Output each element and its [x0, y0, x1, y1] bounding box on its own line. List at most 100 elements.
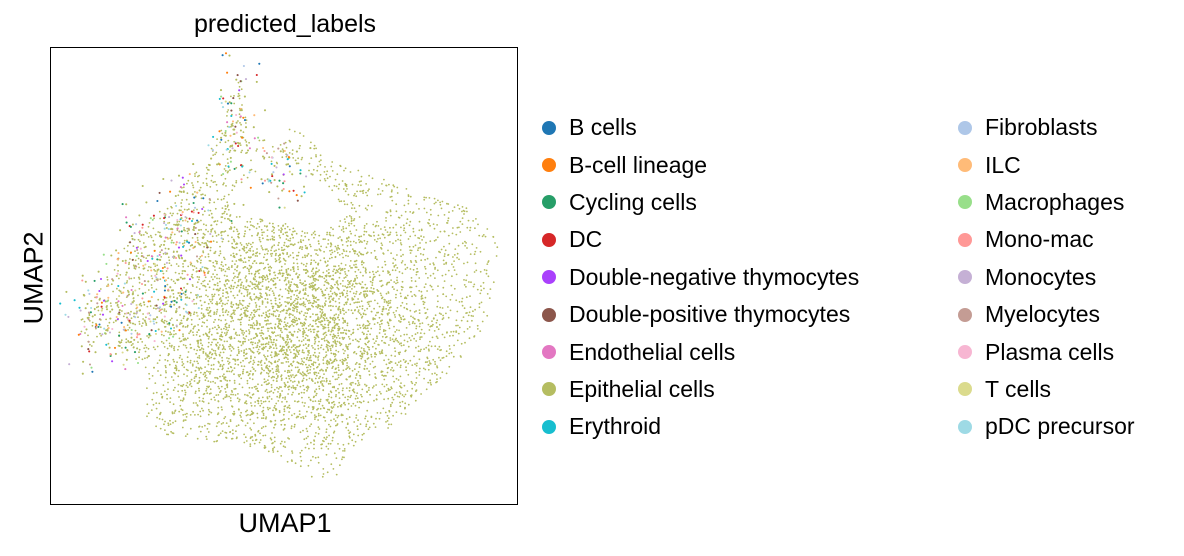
data-point — [335, 345, 337, 348]
data-point — [247, 374, 250, 377]
data-point — [258, 252, 261, 255]
data-point — [425, 272, 427, 275]
data-point — [193, 360, 196, 363]
data-point — [263, 267, 265, 270]
data-point — [173, 349, 176, 352]
data-point — [174, 386, 176, 389]
data-point — [377, 188, 380, 190]
data-point — [432, 323, 434, 326]
data-point — [351, 248, 354, 251]
data-point — [317, 461, 320, 464]
data-point — [348, 215, 351, 217]
data-point — [280, 227, 283, 230]
data-point — [269, 253, 272, 255]
data-point — [287, 255, 290, 258]
data-point — [364, 361, 367, 363]
data-point — [192, 298, 195, 301]
data-point — [285, 361, 288, 363]
data-point — [216, 220, 219, 222]
data-point — [225, 328, 228, 331]
data-point — [281, 228, 283, 231]
data-point — [346, 274, 348, 277]
data-point — [246, 307, 249, 310]
data-point — [209, 372, 211, 375]
data-point — [121, 347, 123, 349]
data-point — [428, 349, 430, 352]
data-point — [235, 228, 238, 231]
data-point — [394, 316, 397, 318]
data-point — [246, 422, 249, 424]
data-point — [357, 309, 360, 311]
data-point — [234, 394, 237, 396]
data-point — [149, 266, 152, 269]
data-point — [204, 366, 207, 368]
data-point — [313, 331, 315, 334]
data-point — [184, 389, 186, 392]
data-point — [202, 280, 205, 283]
data-point — [348, 389, 351, 392]
data-point — [465, 279, 467, 282]
data-point — [474, 227, 476, 230]
data-point — [344, 190, 347, 193]
data-point — [357, 384, 359, 387]
data-point — [266, 396, 269, 398]
data-point — [207, 422, 210, 425]
data-point — [80, 318, 83, 321]
data-point — [457, 324, 459, 327]
data-point — [287, 388, 290, 391]
data-point — [331, 346, 334, 348]
data-point — [385, 217, 387, 219]
data-point — [244, 393, 246, 396]
data-point — [294, 462, 297, 465]
data-point — [284, 323, 287, 326]
data-point — [170, 376, 173, 378]
data-point — [449, 348, 451, 350]
data-point — [238, 350, 240, 353]
data-point — [147, 225, 150, 228]
data-point — [261, 231, 264, 234]
data-point — [324, 355, 327, 358]
data-point — [406, 218, 409, 221]
data-point — [421, 239, 423, 241]
data-point — [117, 306, 120, 309]
data-point — [349, 342, 352, 345]
data-point — [268, 309, 271, 311]
data-point — [267, 379, 269, 381]
data-point — [133, 238, 136, 241]
data-point — [183, 286, 186, 289]
data-point — [312, 232, 315, 234]
data-point — [379, 280, 381, 283]
data-point — [322, 238, 325, 241]
scatter-plot — [59, 52, 499, 478]
data-point — [471, 319, 473, 322]
data-point — [228, 395, 231, 398]
data-point — [413, 264, 416, 266]
data-point — [314, 382, 316, 384]
data-point — [285, 146, 288, 149]
data-point — [201, 325, 203, 327]
data-point — [227, 280, 230, 282]
data-point — [328, 362, 331, 365]
data-point — [268, 400, 271, 403]
data-point — [312, 281, 314, 284]
data-point — [370, 300, 372, 303]
data-point — [338, 319, 341, 321]
data-point — [367, 341, 369, 344]
data-point — [205, 354, 208, 356]
data-point — [367, 389, 370, 391]
data-point — [279, 329, 282, 332]
data-point — [268, 289, 271, 292]
data-point — [216, 241, 218, 244]
data-point — [453, 287, 456, 290]
data-point — [417, 350, 420, 353]
data-point — [402, 344, 405, 346]
data-point — [343, 352, 345, 355]
data-point — [257, 383, 259, 386]
data-point — [254, 370, 257, 372]
data-point — [146, 305, 149, 308]
data-point — [197, 342, 200, 345]
data-point — [369, 393, 371, 396]
data-point — [451, 232, 454, 235]
data-point — [302, 374, 304, 377]
data-point — [461, 297, 464, 300]
